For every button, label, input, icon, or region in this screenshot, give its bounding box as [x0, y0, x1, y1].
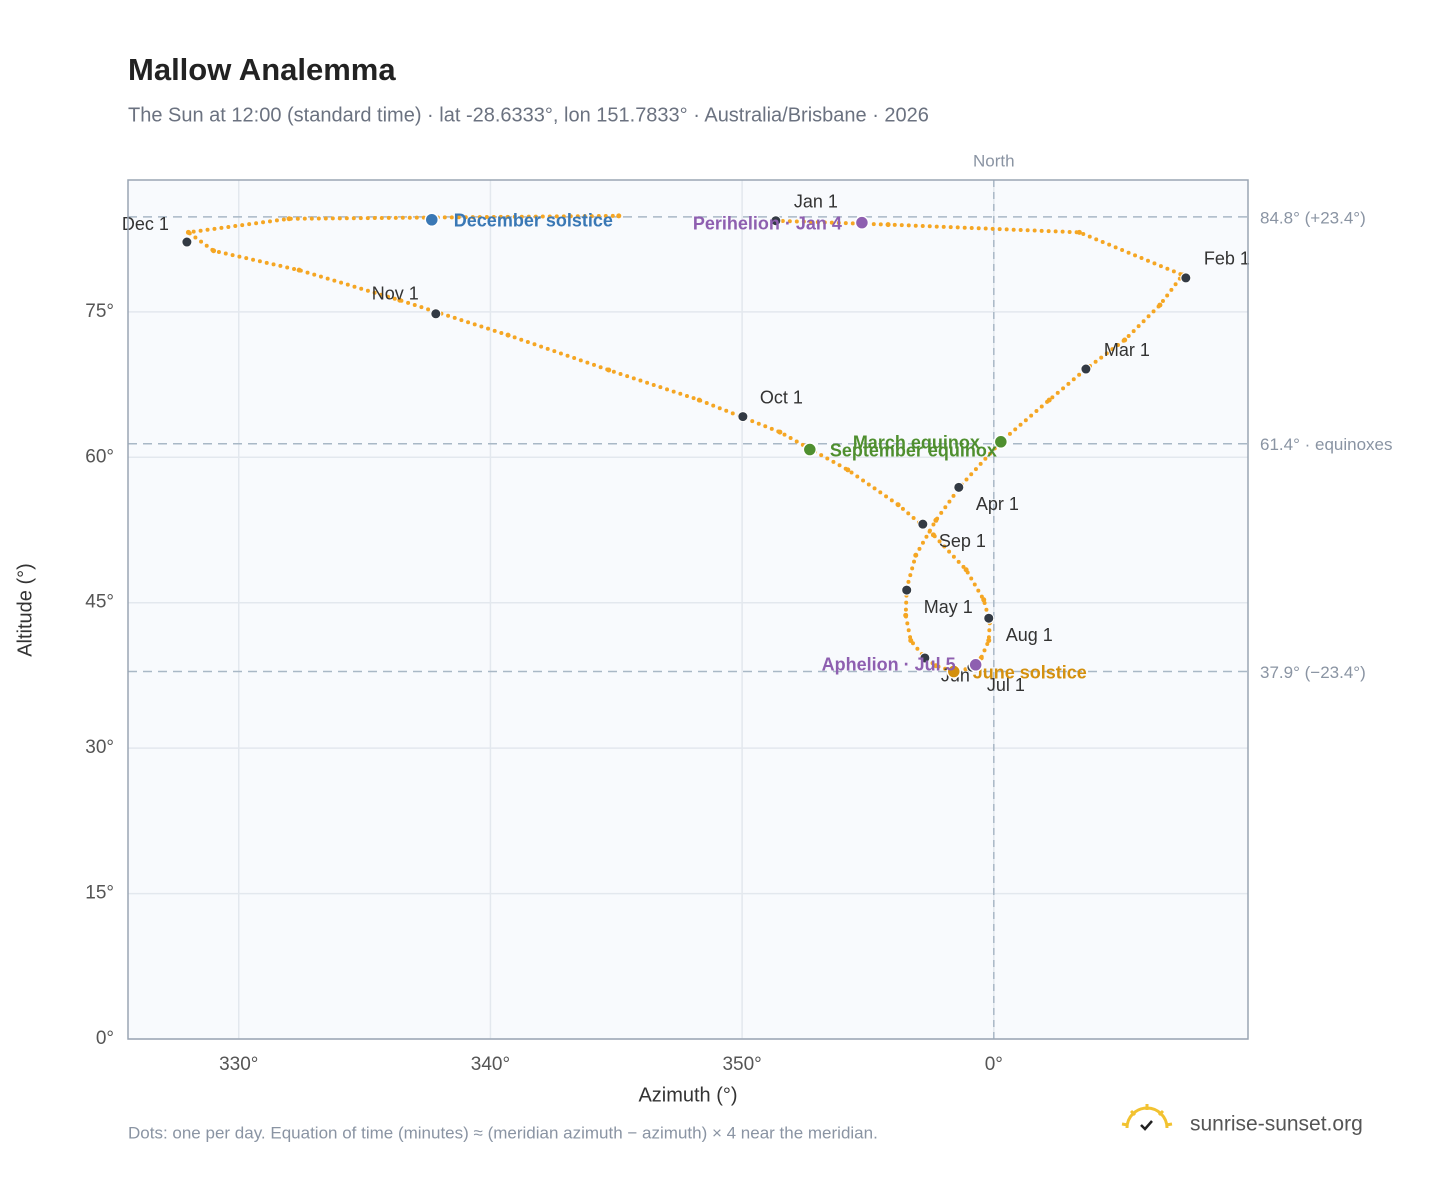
day-dot — [505, 332, 511, 338]
plot-border — [127, 179, 1249, 1040]
month-label: Jan 1 — [794, 191, 838, 211]
footnote: Dots: one per day. Equation of time (min… — [128, 1123, 878, 1142]
event-marker — [946, 664, 962, 679]
y-tick-label: 75° — [85, 301, 114, 322]
day-dot — [1157, 302, 1163, 308]
month-label: Dec 1 — [122, 214, 169, 234]
x-tick-label: 340° — [471, 1054, 510, 1075]
month-marker — [737, 411, 749, 423]
reference-label: 84.8° (+23.4°) — [1260, 208, 1366, 227]
day-dot — [986, 638, 992, 644]
day-dot — [908, 638, 914, 644]
brand-logo — [1121, 1104, 1173, 1131]
event-label: March equinox — [853, 433, 980, 453]
day-dot — [845, 467, 851, 473]
meridian-label: North — [973, 151, 1015, 170]
day-dot — [933, 663, 939, 669]
month-marker — [919, 652, 931, 664]
event-marker — [802, 442, 818, 457]
day-dot — [296, 267, 302, 273]
event-label: June solstice — [973, 662, 1087, 682]
reference-label: 61.4° · equinoxes — [1260, 435, 1393, 454]
month-label: Feb 1 — [1204, 249, 1250, 269]
day-dot — [1046, 397, 1052, 403]
month-label: Sep 1 — [939, 531, 986, 551]
day-dot — [1122, 337, 1128, 343]
chart-title: Mallow Analemma — [128, 52, 396, 87]
reference-label: 37.9° (−23.4°) — [1260, 663, 1366, 682]
month-marker — [983, 612, 995, 624]
day-dot — [606, 367, 612, 373]
day-dot — [895, 502, 901, 508]
month-marker — [901, 584, 913, 596]
day-dot — [885, 222, 891, 228]
day-dot — [1076, 229, 1082, 235]
month-label: Apr 1 — [976, 494, 1019, 514]
day-dot — [903, 612, 909, 618]
month-marker — [917, 518, 929, 530]
chart-subtitle: The Sun at 12:00 (standard time) · lat -… — [128, 104, 929, 126]
day-dot — [933, 517, 939, 523]
month-marker — [430, 308, 442, 320]
x-tick-label: 330° — [219, 1054, 258, 1075]
event-marker — [854, 215, 870, 230]
month-marker — [770, 215, 782, 227]
plot-area — [128, 180, 1248, 1039]
brand: sunrise-sunset.org — [1190, 1113, 1363, 1136]
event-label: September equinox — [830, 440, 997, 460]
month-label: Mar 1 — [1104, 340, 1150, 360]
month-marker — [181, 236, 193, 248]
y-tick-label: 0° — [96, 1028, 114, 1049]
event-marker — [968, 657, 983, 673]
y-tick-label: 30° — [85, 737, 114, 758]
day-dot — [616, 213, 622, 219]
day-dot — [286, 216, 292, 222]
month-label: Aug 1 — [1006, 625, 1053, 645]
y-tick-label: 45° — [85, 592, 114, 613]
event-label: Perihelion · Jan 4 — [693, 213, 842, 233]
day-dot — [981, 597, 987, 603]
x-axis-title: Azimuth (°) — [638, 1084, 737, 1106]
x-tick-label: 0° — [985, 1054, 1003, 1075]
y-axis-title: Altitude (°) — [14, 563, 36, 657]
month-marker — [1080, 363, 1092, 375]
event-marker — [424, 212, 440, 228]
event-label: Aphelion · Jul 5 — [822, 655, 956, 675]
month-marker — [953, 481, 965, 493]
x-tick-label: 350° — [722, 1054, 761, 1075]
day-dot — [211, 248, 217, 254]
day-dot — [963, 567, 969, 573]
month-label: Oct 1 — [760, 387, 803, 407]
month-label: May 1 — [924, 597, 973, 617]
month-label: Nov 1 — [372, 284, 419, 304]
event-label: December solstice — [454, 211, 613, 231]
day-dot — [913, 552, 919, 558]
day-dot — [185, 229, 191, 235]
y-tick-label: 60° — [85, 446, 114, 467]
day-dot — [777, 429, 783, 435]
event-marker — [993, 434, 1009, 450]
month-label: Jul 1 — [987, 675, 1025, 695]
y-tick-label: 15° — [85, 883, 114, 904]
day-dot — [696, 397, 702, 403]
month-marker — [1180, 272, 1192, 284]
day-dot — [930, 532, 936, 538]
day-dot — [397, 297, 403, 303]
